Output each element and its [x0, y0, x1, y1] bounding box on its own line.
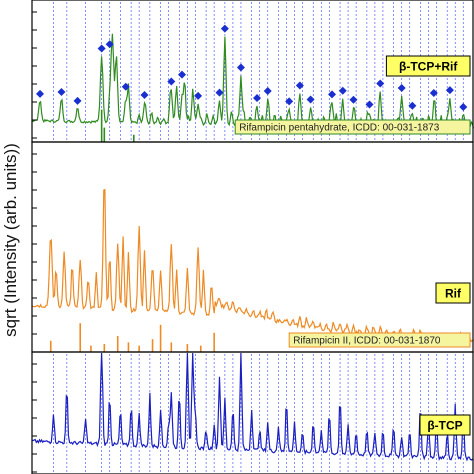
peak-marker — [328, 90, 337, 99]
peak-marker — [445, 86, 454, 95]
series-label-rif-box — [435, 282, 471, 304]
peak-marker — [167, 77, 176, 86]
panel-frame-bottom — [31, 351, 474, 474]
peak-marker — [338, 86, 347, 95]
series-label-b-tcp-rif-box — [385, 55, 471, 77]
series-label-b-tcp-rif: β-TCP+Rif — [399, 60, 458, 74]
series-line-rif — [31, 188, 474, 343]
peak-marker — [215, 88, 224, 97]
peak-marker — [408, 101, 417, 110]
peak-marker — [57, 87, 66, 96]
peak-marker — [295, 81, 304, 90]
reference-label-rifampicin-ii: Rifampicin II, ICDD: 00-031-1870 — [293, 336, 441, 347]
peak-marker — [220, 24, 229, 33]
reference-label-rifampicin-ii-box — [288, 332, 471, 348]
peak-marker — [459, 102, 468, 111]
series-label-rif: Rif — [445, 287, 462, 301]
peak-marker — [105, 40, 114, 49]
peak-marker — [178, 70, 187, 79]
series-label-b-tcp-box — [419, 414, 471, 436]
peak-marker — [194, 91, 203, 100]
peak-marker — [263, 87, 272, 96]
peak-marker — [73, 96, 82, 105]
peak-marker — [349, 95, 358, 104]
peak-marker — [236, 63, 245, 72]
peak-marker — [140, 90, 149, 99]
axis-ticks — [32, 11, 37, 473]
y-axis-label: sqrt (Intensity (arb. units)) — [1, 143, 20, 337]
peak-marker — [121, 82, 130, 91]
peak-marker — [285, 97, 294, 106]
reference-label-rifampicin-pentahydrate: Rifampicin pentahydrate, ICDD: 00-031-18… — [239, 123, 440, 134]
peak-marker — [97, 44, 106, 53]
peak-marker — [376, 79, 385, 88]
peak-marker — [429, 88, 438, 97]
series-line-b-tcp — [31, 352, 474, 462]
peak-marker — [36, 89, 45, 98]
series-label-b-tcp: β-TCP — [427, 419, 462, 433]
reference-label-rifampicin-pentahydrate-box — [234, 119, 471, 135]
peak-marker — [306, 95, 315, 104]
peak-marker — [365, 100, 374, 109]
peak-marker — [253, 94, 262, 103]
panels: β-TCP+Rif Rif β-TCP Rifampicin pentahydrate… — [31, 0, 474, 474]
peak-marker — [397, 84, 406, 93]
